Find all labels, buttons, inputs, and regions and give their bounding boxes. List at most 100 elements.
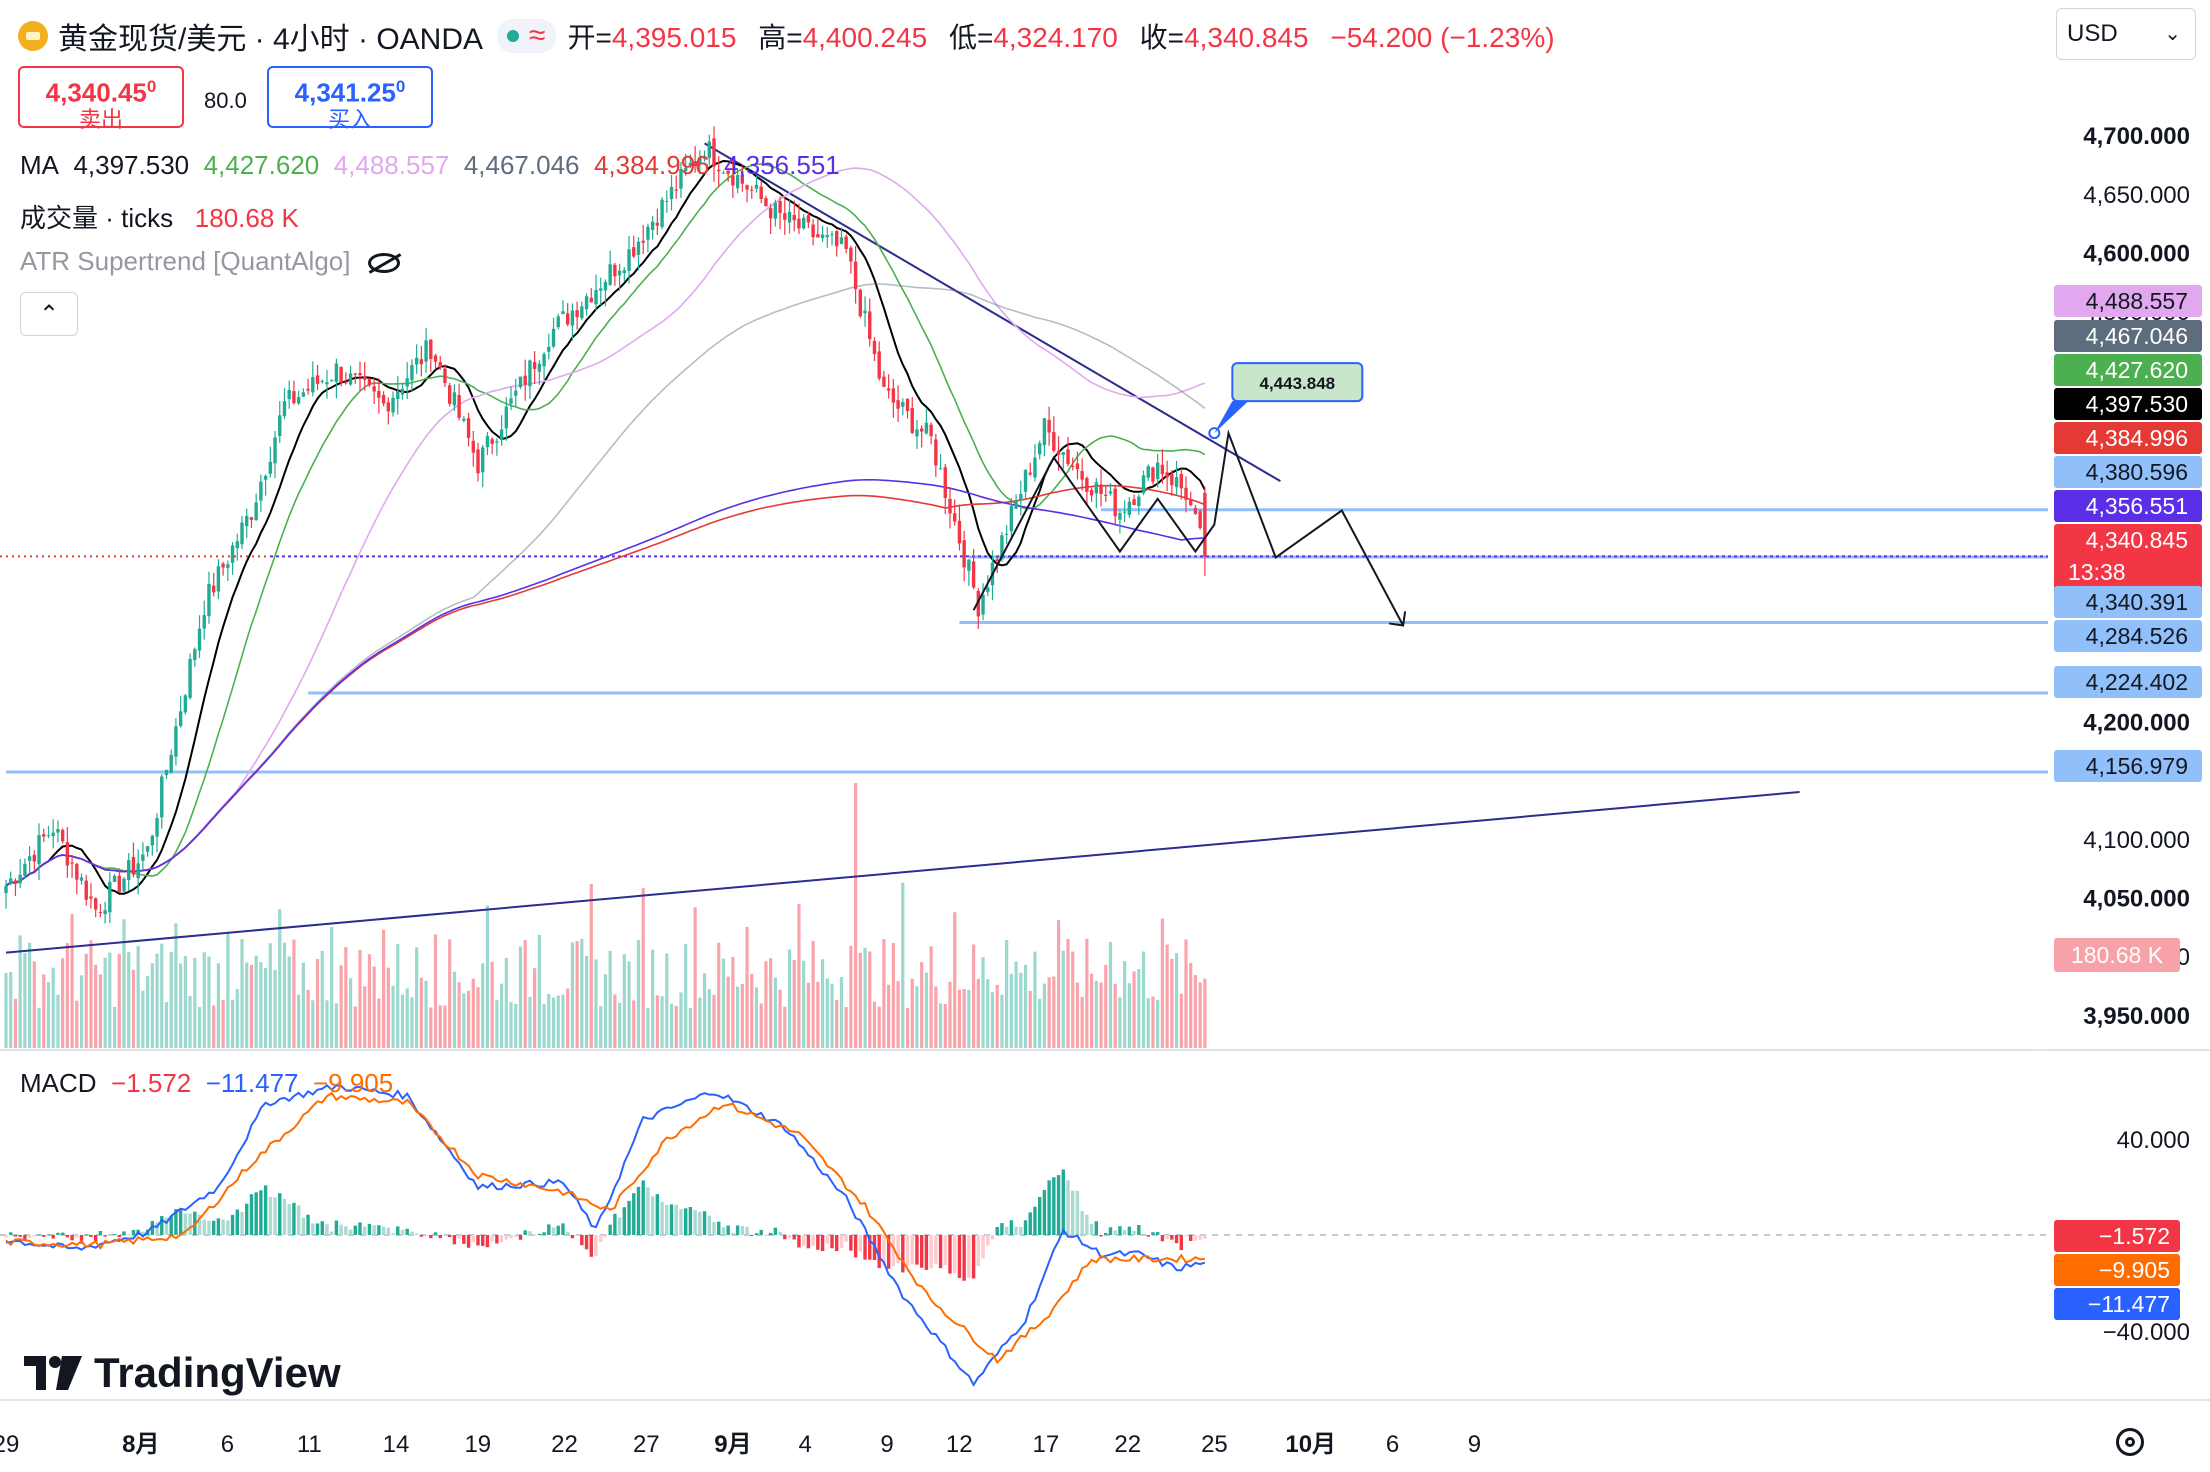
volume-legend[interactable]: 成交量 · ticks 180.68 K	[20, 198, 299, 235]
moving-average-line	[5, 163, 1206, 887]
volume-bar	[570, 942, 574, 1048]
volume-bar	[367, 954, 372, 1048]
hidden-eye-icon[interactable]	[367, 253, 400, 274]
macd-histogram-bar	[301, 1217, 306, 1235]
candle-body	[702, 157, 707, 159]
candle-body	[603, 281, 608, 291]
macd-histogram-bar	[967, 1235, 971, 1278]
macd-histogram-bar	[112, 1234, 117, 1236]
macd-histogram-bar	[367, 1223, 372, 1235]
macd-axis-label-text: −11.477	[2088, 1291, 2170, 1317]
price-axis-label	[2054, 586, 2202, 618]
macd-histogram-bar	[60, 1232, 65, 1235]
volume-bar	[679, 992, 683, 1048]
candle-body	[1155, 462, 1160, 480]
macd-histogram-bar	[117, 1235, 121, 1238]
volume-bar	[1085, 938, 1089, 1048]
macd-histogram-bar	[93, 1235, 98, 1242]
candle-body	[1085, 478, 1089, 492]
volume-bar	[65, 943, 69, 1048]
sell-button[interactable]: 4,340.450 卖出	[18, 66, 184, 131]
candle-body	[197, 628, 202, 651]
macd-histogram-bar	[825, 1235, 829, 1244]
candle-body	[188, 658, 192, 698]
macd-legend[interactable]: MACD −1.572 −11.477 −9.905	[20, 1068, 393, 1099]
macd-histogram-bar	[858, 1235, 863, 1252]
candle-body	[112, 875, 117, 882]
time-axis-label: 12	[946, 1431, 973, 1458]
volume-bar	[348, 978, 353, 1048]
macd-histogram-bar	[665, 1204, 669, 1235]
currency-select[interactable]: USD ⌄	[2056, 8, 2196, 60]
macd-histogram-bar	[863, 1235, 867, 1260]
macd-histogram-bar	[1122, 1229, 1127, 1235]
macd-histogram-bar	[514, 1235, 518, 1237]
ma-legend[interactable]: MA 4,397.530 4,427.620 4,488.557 4,467.0…	[20, 150, 840, 181]
volume-axis-label	[2054, 938, 2180, 972]
macd-histogram-bar	[617, 1217, 622, 1235]
volume-bar	[1146, 998, 1150, 1048]
macd-histogram-bar	[1004, 1226, 1009, 1235]
candle-body	[1104, 494, 1108, 496]
candle-body	[9, 878, 13, 884]
volume-bar	[948, 981, 952, 1048]
candle-body	[315, 375, 320, 384]
volume-bar	[131, 969, 136, 1048]
tradingview-logo-icon	[24, 1356, 82, 1390]
macd-histogram-bar	[42, 1235, 46, 1237]
candle-body	[514, 390, 518, 396]
volume-bar	[938, 1003, 943, 1048]
settings-gear-icon[interactable]	[2116, 1428, 2144, 1456]
macd-histogram-bar	[1033, 1206, 1037, 1235]
macd-histogram-bar	[778, 1231, 782, 1235]
volume-bar	[972, 944, 976, 1048]
volume-bar	[94, 964, 98, 1048]
candle-body	[787, 211, 792, 223]
symbol-title[interactable]: 黄金现货/美元 · 4小时 · OANDA	[58, 23, 484, 56]
volume-bar	[1075, 982, 1080, 1048]
candle-body	[1118, 512, 1122, 520]
macd-histogram-bar	[622, 1207, 627, 1235]
volume-bar	[500, 983, 504, 1048]
candle-body	[896, 400, 900, 409]
candle-body	[410, 364, 414, 381]
macd-histogram-bar	[405, 1228, 409, 1235]
volume-bar	[528, 997, 532, 1048]
volume-bar	[448, 939, 452, 1048]
candle-body	[868, 311, 872, 340]
volume-bar	[523, 940, 527, 1048]
candle-body	[367, 378, 372, 386]
volume-bar	[490, 961, 494, 1048]
macd-histogram-bar	[599, 1235, 603, 1243]
macd-histogram-bar	[282, 1199, 287, 1235]
projection-path	[972, 429, 1404, 626]
volume-bar	[386, 967, 390, 1048]
macd-histogram-bar	[924, 1235, 929, 1270]
candle-body	[18, 874, 22, 884]
volume-bar	[603, 974, 608, 1048]
macd-histogram-bar	[509, 1235, 513, 1239]
volume-bar	[443, 1005, 447, 1048]
candle-body	[1094, 482, 1099, 494]
volume-bar	[320, 950, 324, 1048]
moving-average-line	[5, 283, 1206, 887]
volume-bar	[13, 998, 18, 1048]
atr-supertrend-legend[interactable]: ATR Supertrend [QuantAlgo]	[20, 246, 400, 277]
time-axis-label: 11	[297, 1431, 322, 1458]
macd-histogram-bar	[178, 1209, 183, 1235]
volume-bar	[311, 1000, 315, 1048]
macd-histogram-bar	[537, 1233, 542, 1235]
market-status[interactable]: ≈	[497, 19, 556, 53]
volume-bar	[1000, 994, 1004, 1048]
volume-bar	[23, 952, 27, 1048]
collapse-legend-button[interactable]: ⌃	[20, 292, 78, 336]
candle-body	[216, 566, 221, 592]
price-axis-tick: 4,200.000	[2083, 710, 2190, 737]
volume-bar	[1118, 997, 1122, 1048]
candle-body	[1052, 432, 1056, 451]
buy-button[interactable]: 4,341.250 买入	[267, 66, 433, 131]
candle-body	[608, 264, 612, 285]
tradingview-logo[interactable]: TradingView	[24, 1348, 341, 1398]
candle-body	[665, 200, 669, 202]
